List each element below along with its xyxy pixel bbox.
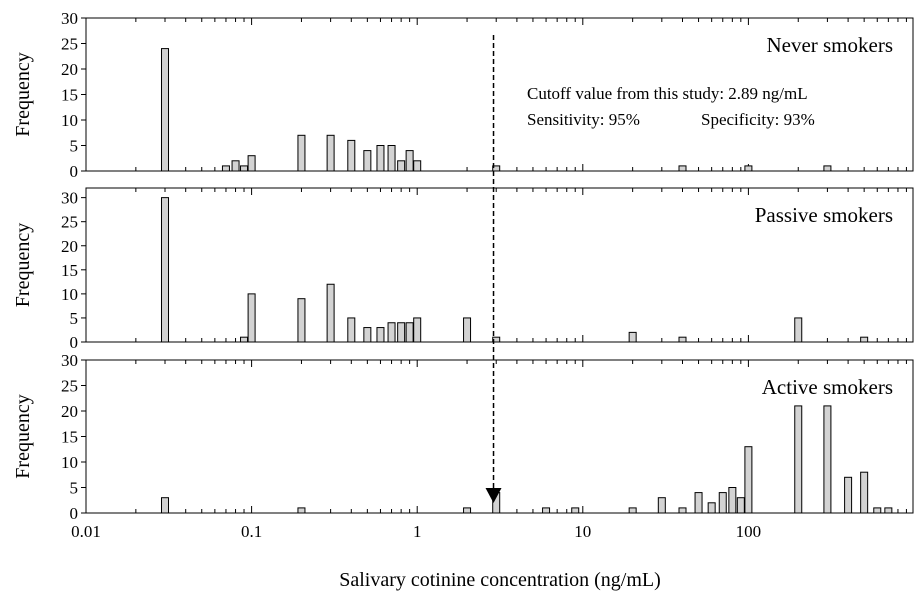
bar (240, 165, 249, 172)
y-tick-label: 25 (61, 213, 78, 232)
panel-1: 0 5 10 15 20 25 30 Frequency Never smokers (12, 9, 914, 181)
bar (297, 507, 306, 514)
bar (542, 507, 551, 514)
y-tick-label: 0 (70, 333, 79, 352)
bar (405, 322, 414, 343)
bar (463, 317, 472, 343)
bar (678, 165, 687, 172)
y-tick-label: 20 (61, 60, 78, 79)
y-tick-label: 25 (61, 377, 78, 396)
y-tick-label: 15 (61, 86, 78, 105)
bar (744, 165, 753, 172)
panel-3: 0 5 10 15 20 25 30 Frequency Active smokers (12, 351, 914, 523)
bar (161, 48, 170, 172)
bar (628, 507, 637, 514)
bar (247, 293, 256, 343)
y-tick-label: 5 (70, 479, 79, 498)
y-tick-label: 5 (70, 309, 79, 328)
sensitivity-text: Sensitivity: 95% (527, 110, 640, 129)
bar (657, 497, 666, 514)
bar (376, 327, 385, 343)
y-axis-title: Frequency (12, 394, 34, 478)
panel-label: Passive smokers (755, 203, 893, 227)
bar (718, 492, 727, 514)
panel-label: Active smokers (762, 375, 893, 399)
bar (297, 298, 306, 343)
y-tick-label: 30 (61, 9, 78, 28)
bar (387, 145, 396, 172)
y-tick-label: 20 (61, 237, 78, 256)
bar (347, 317, 356, 343)
bar (297, 134, 306, 172)
bar (794, 317, 803, 343)
bar (326, 283, 335, 343)
x-tick-label: 1 (413, 522, 422, 541)
bar (221, 165, 230, 172)
bar (326, 134, 335, 172)
bar (844, 476, 853, 514)
cutoff-arrowhead (485, 488, 502, 503)
bar (463, 507, 472, 514)
bar (794, 405, 803, 514)
y-tick-label: 10 (61, 453, 78, 472)
bar (240, 336, 249, 343)
bar (744, 446, 753, 514)
bar (492, 165, 501, 172)
bar (860, 336, 869, 343)
bar (413, 160, 422, 172)
bar (823, 405, 832, 514)
bar (347, 139, 356, 172)
bar (363, 327, 372, 343)
x-axis-title: Salivary cotinine concentration (ng/mL) (339, 569, 661, 591)
y-tick-label: 0 (70, 162, 79, 181)
bar (161, 197, 170, 343)
y-tick-label: 30 (61, 189, 78, 208)
bar (397, 322, 406, 343)
x-tick-label: 100 (736, 522, 762, 541)
y-tick-label: 0 (70, 504, 79, 523)
y-axis-title: Frequency (12, 52, 34, 136)
bar (823, 165, 832, 172)
bar (161, 497, 170, 514)
y-tick-label: 5 (70, 137, 79, 156)
cutoff-text: Cutoff value from this study: 2.89 ng/mL (527, 84, 808, 103)
bar (628, 331, 637, 343)
bar (387, 322, 396, 343)
y-tick-label: 30 (61, 351, 78, 370)
y-tick-label: 25 (61, 35, 78, 54)
y-tick-label: 15 (61, 428, 78, 447)
bar (707, 502, 716, 514)
bar (397, 160, 406, 172)
bar (873, 507, 882, 514)
specificity-text: Specificity: 93% (701, 110, 815, 129)
bar (884, 507, 893, 514)
bar (860, 471, 869, 514)
y-tick-label: 10 (61, 111, 78, 130)
bar (247, 155, 256, 172)
bar (413, 317, 422, 343)
x-tick-label: 0.1 (241, 522, 262, 541)
bar (678, 507, 687, 514)
y-tick-label: 15 (61, 261, 78, 280)
y-tick-label: 20 (61, 402, 78, 421)
bar (376, 145, 385, 172)
y-axis-title: Frequency (12, 223, 34, 307)
bar (571, 507, 580, 514)
bar (736, 497, 745, 514)
panel-2: 0 5 10 15 20 25 30 Frequency Passive smokers (12, 187, 914, 352)
bar (231, 160, 240, 172)
x-tick-label: 0.01 (71, 522, 101, 541)
y-tick-label: 10 (61, 285, 78, 304)
bar (728, 487, 737, 514)
bar (694, 492, 703, 514)
bar (492, 336, 501, 343)
bar (405, 150, 414, 172)
panel-label: Never smokers (766, 33, 893, 57)
x-tick-label: 10 (574, 522, 591, 541)
bar (363, 150, 372, 172)
bar (678, 336, 687, 343)
